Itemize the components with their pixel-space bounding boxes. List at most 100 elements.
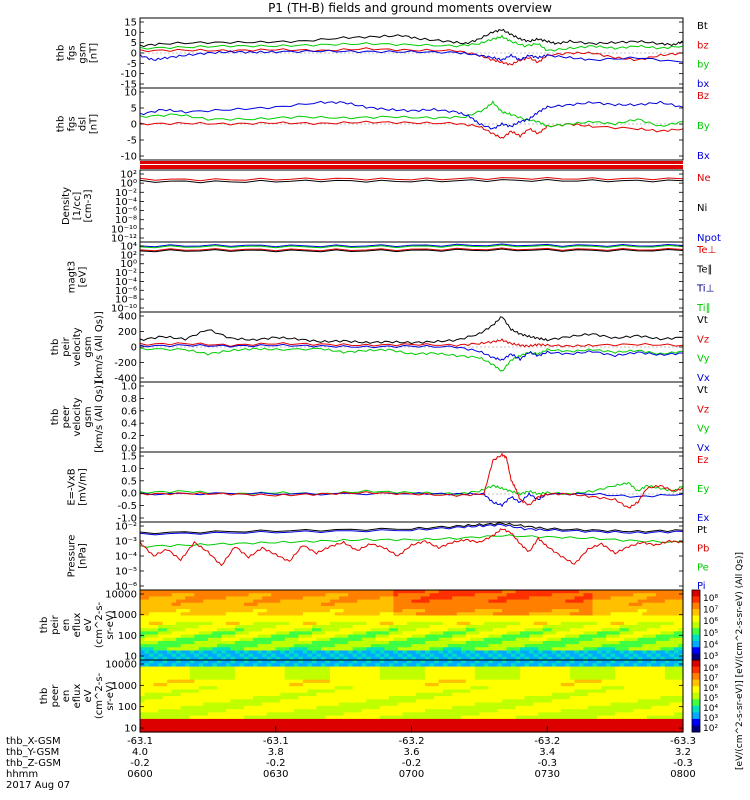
spectrogram-cell bbox=[343, 676, 349, 681]
spectrogram-cell bbox=[370, 715, 376, 720]
series-line-Ex bbox=[139, 491, 684, 508]
spectrogram-cell bbox=[316, 715, 322, 720]
spectrogram-cell bbox=[225, 637, 232, 642]
spectrogram-cell bbox=[619, 596, 625, 601]
spectrogram-cell bbox=[262, 696, 268, 700]
spectrogram-cell bbox=[520, 673, 526, 677]
spectrogram-cell bbox=[479, 644, 485, 648]
spectrogram-cell bbox=[624, 653, 630, 658]
y-axis-label-line: [km/s (All Qs)] bbox=[94, 311, 105, 383]
spectrogram-cell bbox=[144, 692, 150, 697]
spectrogram-cell bbox=[520, 640, 526, 645]
spectrogram-cell bbox=[533, 640, 539, 645]
spectrogram-cell bbox=[339, 631, 345, 636]
spectrogram-cell bbox=[144, 718, 150, 723]
spectrogram-cell bbox=[361, 615, 367, 620]
spectrogram-cell bbox=[280, 705, 286, 710]
spectrogram-cell bbox=[153, 647, 159, 652]
spectrogram-cell bbox=[497, 722, 503, 727]
spectrogram-cell bbox=[194, 682, 200, 687]
spectrogram-cell bbox=[497, 612, 503, 617]
spectrogram-cell bbox=[230, 631, 236, 636]
spectrogram-cell bbox=[416, 609, 422, 613]
spectrogram-cell bbox=[506, 599, 512, 604]
spectrogram-cell bbox=[470, 686, 476, 691]
spectrogram-cell bbox=[502, 609, 508, 613]
spectrogram-cell bbox=[615, 618, 621, 623]
spectrogram-cell bbox=[556, 699, 562, 704]
spectrogram-cell bbox=[592, 625, 598, 629]
spectrogram-cell bbox=[406, 679, 413, 684]
spectrogram-cell bbox=[307, 615, 313, 620]
spectrogram-cell bbox=[343, 709, 349, 713]
spectrogram-cell bbox=[158, 679, 164, 684]
spectrogram-cell bbox=[388, 705, 395, 710]
spectrogram-cell bbox=[212, 609, 218, 613]
spectrogram-cell bbox=[221, 660, 227, 664]
spectrogram-cell bbox=[420, 725, 426, 730]
spectrogram-cell bbox=[547, 702, 553, 707]
spectrogram-cell bbox=[203, 609, 209, 613]
spectrogram-cell bbox=[370, 709, 376, 713]
spectrogram-cell bbox=[248, 640, 254, 645]
spectrogram-cell bbox=[529, 599, 535, 604]
spectrogram-cell bbox=[171, 686, 177, 691]
spectrogram-cell bbox=[565, 593, 571, 597]
spectrogram-cell bbox=[402, 647, 408, 652]
spectrogram-cell bbox=[384, 656, 390, 661]
spectrogram-cell bbox=[311, 666, 318, 671]
spectrogram-cell bbox=[167, 640, 173, 645]
spectrogram-cell bbox=[384, 609, 390, 613]
spectrogram-cell bbox=[266, 625, 272, 629]
spectrogram-cell bbox=[140, 666, 146, 671]
spectrogram-cell bbox=[601, 656, 607, 661]
spectrogram-cell bbox=[221, 628, 227, 632]
spectrogram-cell bbox=[502, 605, 508, 610]
spectrogram-cell bbox=[253, 676, 259, 681]
spectrogram-cell bbox=[438, 625, 444, 629]
spectrogram-cell bbox=[483, 612, 490, 617]
spectrogram-cell bbox=[343, 728, 349, 733]
spectrogram-cell bbox=[447, 702, 453, 707]
spectrogram-cell bbox=[171, 676, 177, 681]
spectrogram-cell bbox=[176, 656, 182, 661]
series-line-Pb bbox=[139, 528, 684, 567]
spectrogram-cell bbox=[153, 692, 159, 697]
spectrogram-cell bbox=[461, 696, 467, 700]
spectrogram-cell bbox=[153, 640, 159, 645]
spectrogram-cell bbox=[266, 702, 272, 707]
spectrogram-cell bbox=[225, 621, 232, 626]
spectrogram-cell bbox=[628, 637, 634, 642]
y-axis-label-line: peir bbox=[50, 614, 61, 634]
spectrogram-cell bbox=[384, 596, 390, 601]
spectrogram-cell bbox=[511, 679, 517, 684]
spectrogram-cell bbox=[452, 663, 458, 668]
spectrogram-cell bbox=[406, 682, 413, 687]
spectrogram-cell bbox=[551, 637, 557, 642]
spectrogram-cell bbox=[461, 702, 467, 707]
spectrogram-cell bbox=[502, 699, 508, 704]
spectrogram-cell bbox=[538, 679, 544, 684]
spectrogram-cell bbox=[502, 686, 508, 691]
spectrogram-cell bbox=[678, 590, 684, 594]
spectrogram-cell bbox=[325, 725, 331, 730]
spectrogram-cell bbox=[511, 656, 517, 661]
spectrogram-cell bbox=[316, 609, 322, 613]
spectrogram-cell bbox=[578, 644, 585, 648]
series-line-Te∥ bbox=[139, 248, 684, 253]
spectrogram-cell bbox=[321, 663, 327, 668]
spectrogram-cell bbox=[379, 605, 385, 610]
spectrogram-cell bbox=[488, 669, 494, 674]
spectrogram-cell bbox=[167, 692, 173, 697]
spectrogram-cell bbox=[479, 686, 485, 691]
spectrogram-cell bbox=[149, 682, 155, 687]
spectrogram-cell bbox=[149, 596, 155, 601]
spectrogram-cell bbox=[524, 650, 530, 655]
spectrogram-cell bbox=[479, 666, 485, 671]
spectrogram-cell bbox=[144, 666, 150, 671]
spectrogram-cell bbox=[366, 656, 372, 661]
spectrogram-cell bbox=[262, 656, 268, 661]
spectrogram-cell bbox=[207, 628, 214, 632]
spectrogram-cell bbox=[302, 647, 309, 652]
spectrogram-cell bbox=[587, 596, 594, 601]
